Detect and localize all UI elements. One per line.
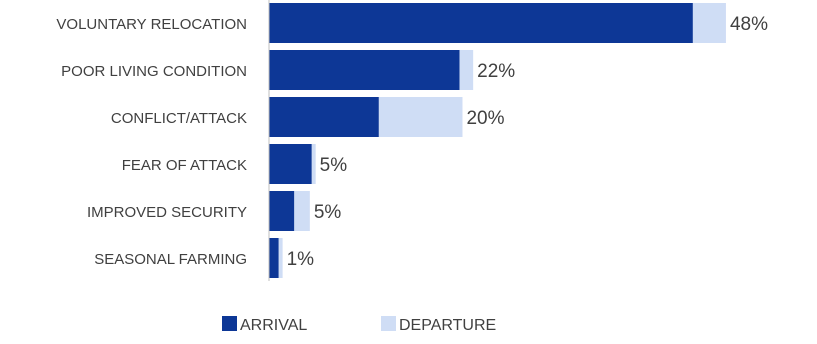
data-label-poor-living-condition: 22%	[477, 61, 515, 82]
bars	[269, 3, 726, 278]
bar-arrival-conflict-attack	[269, 97, 379, 137]
bar-departure-poor-living-condition	[459, 50, 474, 90]
data-label-voluntary-relocation: 48%	[730, 14, 768, 35]
category-labels: VOLUNTARY RELOCATION POOR LIVING CONDITIO…	[56, 16, 247, 268]
bar-departure-seasonal-farming	[278, 238, 283, 278]
category-label-voluntary-relocation: VOLUNTARY RELOCATION	[56, 16, 247, 33]
category-label-seasonal-farming: SEASONAL FARMING	[94, 251, 247, 268]
bar-departure-improved-security	[294, 191, 310, 231]
category-label-conflict-attack: CONFLICT/ATTACK	[111, 110, 247, 127]
legend-label-arrival: ARRIVAL	[240, 317, 307, 334]
legend: ARRIVAL DEPARTURE	[222, 316, 496, 334]
bar-arrival-fear-of-attack	[269, 144, 312, 184]
legend-swatch-departure	[381, 316, 396, 331]
bar-departure-fear-of-attack	[311, 144, 316, 184]
data-label-conflict-attack: 20%	[466, 108, 504, 129]
bar-departure-voluntary-relocation	[692, 3, 726, 43]
category-label-poor-living-condition: POOR LIVING CONDITION	[61, 63, 247, 80]
legend-swatch-arrival	[222, 316, 237, 331]
data-label-seasonal-farming: 1%	[287, 249, 315, 270]
category-label-improved-security: IMPROVED SECURITY	[87, 204, 247, 221]
bar-arrival-voluntary-relocation	[269, 3, 693, 43]
legend-label-departure: DEPARTURE	[399, 317, 496, 334]
bar-departure-conflict-attack	[378, 97, 463, 137]
category-label-fear-of-attack: FEAR OF ATTACK	[122, 157, 247, 174]
data-label-improved-security: 5%	[314, 202, 342, 223]
data-label-fear-of-attack: 5%	[320, 155, 348, 176]
bar-arrival-seasonal-farming	[269, 238, 279, 278]
data-labels: 48% 22% 20% 5% 5% 1%	[287, 14, 768, 270]
bar-arrival-improved-security	[269, 191, 295, 231]
bar-arrival-poor-living-condition	[269, 50, 460, 90]
